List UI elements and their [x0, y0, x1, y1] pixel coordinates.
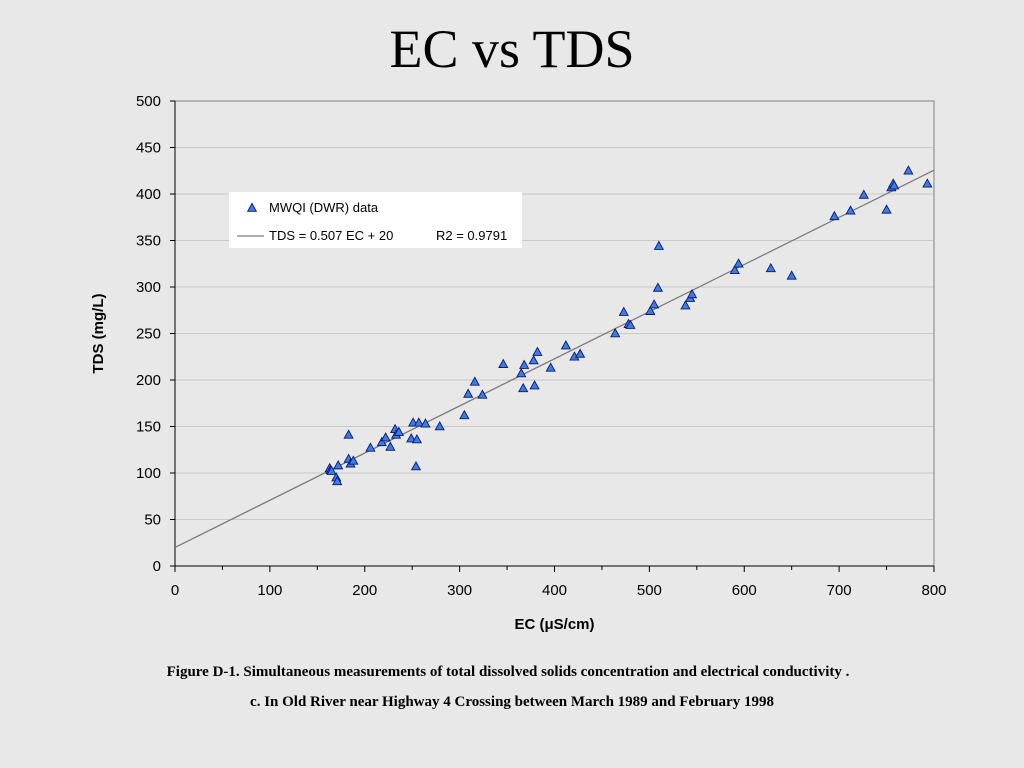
data-point: [348, 455, 359, 465]
data-point: [686, 288, 698, 299]
data-point: [680, 300, 691, 310]
legend-box: [229, 192, 522, 248]
data-point: [413, 417, 424, 427]
data-point: [653, 240, 664, 250]
data-point: [333, 460, 344, 470]
data-point: [463, 388, 474, 398]
data-point: [518, 382, 529, 393]
x-tick-label: 100: [257, 582, 282, 599]
y-tick-label: 500: [136, 93, 161, 110]
data-point: [385, 441, 396, 451]
x-tick-label: 200: [352, 582, 377, 599]
data-point: [326, 465, 337, 475]
data-point: [410, 460, 422, 471]
data-point: [516, 367, 527, 378]
x-tick-label: 300: [447, 582, 472, 599]
data-point: [393, 426, 405, 436]
y-tick-label: 350: [136, 233, 161, 250]
x-tick-label: 700: [827, 582, 852, 599]
data-point: [645, 305, 656, 315]
x-tick-label: 400: [542, 582, 567, 599]
data-point: [648, 299, 660, 309]
trendline-layer: [174, 169, 935, 548]
data-point: [610, 327, 621, 338]
x-tick-label: 500: [637, 582, 662, 599]
data-point: [343, 429, 354, 439]
data-point: [469, 376, 480, 386]
data-point: [733, 258, 744, 268]
data-point: [765, 262, 776, 273]
data-point: [376, 436, 387, 447]
data-point: [380, 432, 391, 442]
y-tick-label: 50: [144, 512, 161, 529]
axes: 0 50 100 150 200 250 300 350 400 450 500 0 100 200 300…: [136, 93, 947, 599]
data-point: [560, 340, 572, 350]
data-point: [845, 205, 856, 215]
data-point: [889, 180, 900, 190]
data-point: [618, 306, 629, 316]
scatter-chart: 0 50 100 150 200 250 300 350 400 450 500 0 100 200 300…: [90, 93, 947, 633]
data-point: [420, 418, 431, 428]
y-tick-label: 200: [136, 372, 161, 389]
data-point: [498, 358, 509, 368]
data-point: [729, 264, 740, 275]
legend-label-data: MWQI (DWR) data: [269, 200, 379, 215]
data-point: [434, 420, 445, 431]
y-axis-label: TDS (mg/L): [90, 294, 107, 374]
data-point: [881, 204, 892, 214]
y-tick-label: 450: [136, 140, 161, 157]
data-point: [532, 346, 543, 356]
slide-title: EC vs TDS: [389, 19, 635, 79]
data-point: [459, 409, 470, 420]
x-tick-label: 0: [171, 582, 179, 599]
data-point: [829, 210, 840, 221]
data-point: [625, 319, 636, 329]
data-point: [411, 433, 423, 444]
legend-marker-icon: [246, 202, 258, 212]
data-point: [786, 270, 797, 280]
y-tick-label: 0: [153, 558, 161, 575]
data-point: [858, 189, 869, 199]
data-point: [529, 380, 540, 390]
data-point: [477, 389, 488, 399]
y-tick-label: 300: [136, 279, 161, 296]
data-point: [545, 362, 556, 372]
data-point: [528, 354, 539, 365]
figure-caption-line-2: c. In Old River near Highway 4 Crossing …: [250, 694, 774, 710]
data-point: [652, 282, 664, 292]
y-tick-label: 250: [136, 326, 161, 343]
data-point: [922, 178, 933, 188]
figure-caption-line-1: Figure D-1. Simultaneous measurements of…: [166, 664, 850, 680]
legend: MWQI (DWR) data TDS = 0.507 EC + 20 R2 = 0…: [229, 192, 522, 248]
data-point: [332, 475, 343, 486]
y-tick-label: 150: [136, 419, 161, 436]
x-tick-label: 600: [732, 582, 757, 599]
y-tick-label: 100: [136, 465, 161, 482]
data-point: [519, 359, 530, 369]
data-point: [574, 348, 586, 358]
y-tick-label: 400: [136, 186, 161, 203]
data-point: [406, 433, 417, 443]
trendline: [174, 169, 935, 548]
data-point: [365, 442, 376, 452]
legend-r2-label: R2 = 0.9791: [436, 228, 507, 243]
x-tick-label: 800: [921, 582, 946, 599]
data-points: [324, 165, 933, 486]
data-point: [903, 165, 914, 175]
legend-label-trend: TDS = 0.507 EC + 20: [269, 228, 393, 243]
x-axis-label: EC (μS/cm): [514, 616, 594, 633]
